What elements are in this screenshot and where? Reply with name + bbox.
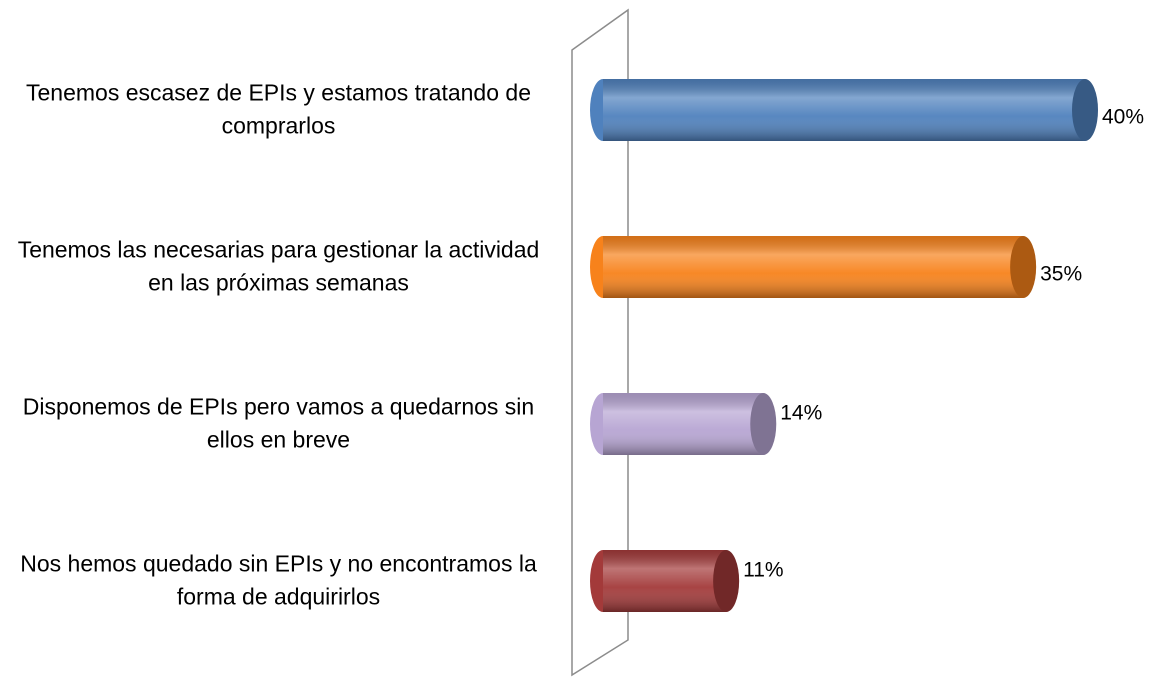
bar-shine (603, 550, 727, 612)
bar-cap (750, 393, 777, 455)
bar-cap (713, 550, 740, 612)
category-label: Nos hemos quedado sin EPIs y no encontra… (20, 550, 537, 610)
bar-cap (1072, 79, 1098, 141)
bar-shine (603, 236, 1024, 298)
category-label: Tenemos escasez de EPIs y estamos tratan… (26, 79, 531, 139)
value-label: 40% (1102, 106, 1144, 129)
category-label: Disponemos de EPIs pero vamos a quedarno… (22, 393, 535, 453)
bar-shine (603, 79, 1085, 141)
bar (590, 550, 740, 612)
bar-cap-shade (750, 393, 777, 455)
bar-cap-shade (1010, 236, 1037, 298)
bar (590, 393, 777, 455)
value-label: 35% (1040, 263, 1082, 286)
bar (590, 79, 1098, 141)
bar (590, 236, 1037, 298)
category-label: Tenemos las necesarias para gestionar la… (17, 236, 540, 296)
value-label: 14% (780, 402, 822, 425)
bar-shine (603, 393, 764, 455)
back-wall (571, 8, 629, 677)
bar-cap-shade (713, 550, 740, 612)
value-label: 11% (743, 559, 783, 582)
bar-cap (1010, 236, 1037, 298)
bar-cap-shade (1072, 79, 1098, 141)
